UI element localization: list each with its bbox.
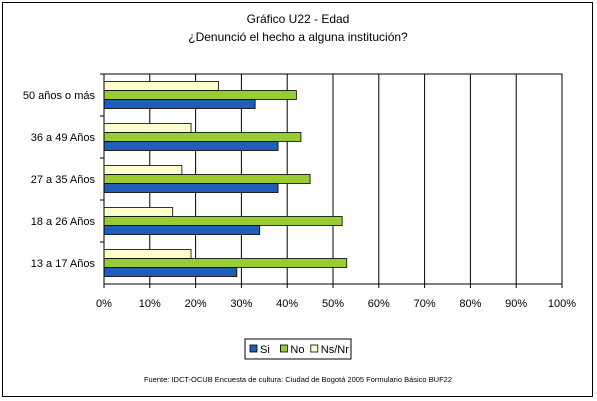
bar-si-4: [103, 267, 238, 277]
bar-no-1: [103, 132, 302, 142]
bar-ns-nr-1: [103, 123, 192, 133]
category-label: 50 años o más: [23, 90, 96, 102]
x-tick-label: 80%: [459, 298, 481, 310]
bar-no-3: [103, 216, 343, 226]
bar-ns-nr-0: [103, 81, 219, 91]
x-tick-label: 50%: [322, 298, 344, 310]
axes: 50 años o más 36 a 49 Años 27 a 35 Años 18 …: [23, 73, 576, 310]
x-tick-label: 70%: [414, 298, 436, 310]
legend-box: [244, 338, 352, 360]
legend-swatch: [279, 344, 288, 353]
bars: [103, 81, 348, 277]
x-tick-label: 100%: [548, 298, 576, 310]
category-label: 36 a 49 Años: [31, 132, 96, 144]
category-label: 18 a 26 Años: [31, 216, 96, 228]
bar-no-2: [103, 174, 311, 184]
legend-label: Si: [260, 344, 270, 356]
source-note: Fuente: IDCT-OCUB Encuesta de cultura: C…: [144, 375, 452, 384]
bar-si-2: [103, 183, 279, 193]
x-tick-label: 10%: [139, 298, 161, 310]
bar-si-0: [103, 99, 256, 109]
bar-si-1: [103, 141, 279, 151]
legend: Si No Ns/Nr: [244, 338, 352, 360]
chart-subtitle: ¿Denunció el hecho a alguna institución?: [188, 30, 408, 44]
legend-label: Ns/Nr: [321, 344, 349, 356]
bar-no-0: [103, 90, 297, 100]
chart-title: Gráfico U22 - Edad: [247, 12, 350, 26]
bar-ns-nr-4: [103, 249, 192, 259]
x-tick-label: 90%: [505, 298, 527, 310]
x-tick-label: 60%: [368, 298, 390, 310]
bar-ns-nr-3: [103, 207, 174, 217]
legend-swatch: [310, 344, 319, 353]
legend-label: No: [290, 344, 304, 356]
x-tick-label: 20%: [185, 298, 207, 310]
bar-si-3: [103, 225, 261, 235]
legend-swatch: [249, 344, 258, 353]
x-tick-label: 40%: [276, 298, 298, 310]
x-tick-label: 30%: [230, 298, 252, 310]
category-label: 13 a 17 Años: [31, 258, 96, 270]
x-tick-label: 0%: [96, 298, 112, 310]
bar-ns-nr-2: [103, 165, 183, 175]
category-label: 27 a 35 Años: [31, 174, 96, 186]
bar-no-4: [103, 258, 348, 268]
